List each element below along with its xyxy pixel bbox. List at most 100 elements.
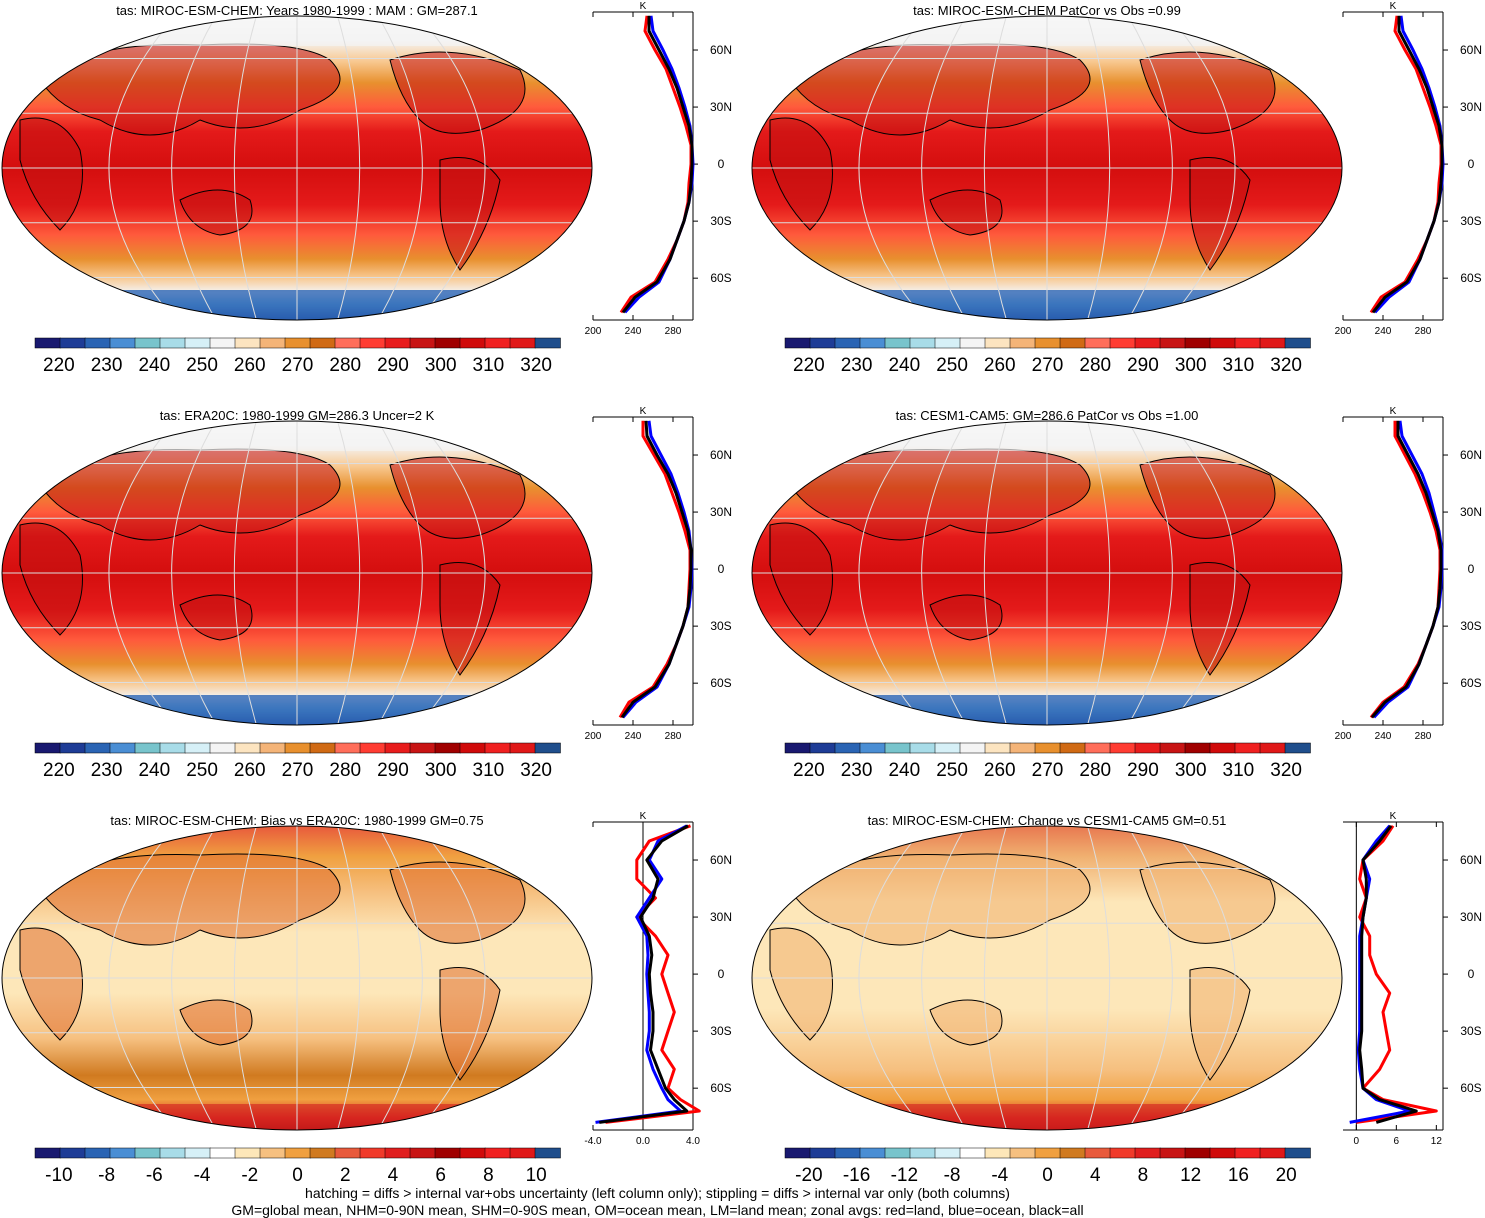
colorbar-swatch <box>359 337 386 349</box>
colorbar-swatch <box>409 742 436 754</box>
profile-lat-label: 0 <box>718 967 725 981</box>
profile-series-ocean <box>1349 824 1412 1124</box>
meridian-line <box>1168 421 1236 725</box>
meridian-line <box>233 421 257 725</box>
colorbar-swatch <box>1284 742 1311 754</box>
profile-lat-label: 30N <box>1460 100 1482 114</box>
profile-lat-label: 0 <box>718 562 725 576</box>
colorbar-swatch <box>1109 1147 1136 1159</box>
colorbar-swatch <box>909 742 936 754</box>
colorbar-swatch <box>834 742 861 754</box>
panel-title: tas: ERA20C: 1980-1999 GM=286.3 Uncer=2 … <box>160 408 435 423</box>
colorbar-swatch <box>1284 337 1311 349</box>
profile-lat-label: 60N <box>710 43 732 57</box>
map-field <box>2 826 592 1130</box>
profile-lat-label: 60S <box>1460 676 1481 690</box>
colorbar-swatch <box>284 1147 311 1159</box>
colorbar-swatch <box>1209 742 1236 754</box>
colorbar-swatch <box>1209 337 1236 349</box>
colorbar-swatch <box>1084 1147 1111 1159</box>
meridian-line <box>1127 826 1173 1130</box>
continent-3 <box>179 594 253 641</box>
colorbar-swatch <box>1159 742 1186 754</box>
colorbar-tick-label: 320 <box>1270 355 1302 376</box>
colorbar-tick-label: 270 <box>1032 760 1064 781</box>
colorbar-tick-label: 230 <box>91 760 123 781</box>
profile-x-tick-label: 12 <box>1431 1136 1443 1147</box>
colorbar-swatch <box>159 337 186 349</box>
colorbar-swatch <box>434 742 461 754</box>
colorbar-tick-label: 8 <box>1138 1165 1149 1186</box>
colorbar-tick-label: -12 <box>891 1165 918 1186</box>
profile-lat-label: 0 <box>1468 967 1475 981</box>
colorbar-tick-label: 310 <box>473 355 505 376</box>
colorbar-swatch <box>184 742 211 754</box>
colorbar-swatch <box>509 337 536 349</box>
colorbar-swatch <box>34 1147 61 1159</box>
colorbar-tick-label: 320 <box>520 355 552 376</box>
colorbar-swatch <box>934 742 961 754</box>
colorbar-swatch <box>984 1147 1011 1159</box>
meridian-line <box>418 16 486 320</box>
profile-x-tick-label: -4.0 <box>584 1136 602 1147</box>
colorbar-swatch <box>809 337 836 349</box>
meridian-line <box>337 826 361 1130</box>
continent-5 <box>439 967 501 1081</box>
panel-title: tas: MIROC-ESM-CHEM: Bias vs ERA20C: 198… <box>110 813 483 828</box>
colorbar-swatch <box>1109 742 1136 754</box>
colorbar-swatch <box>209 1147 236 1159</box>
profile-lat-label: 60N <box>710 853 732 867</box>
continent-3 <box>179 189 253 236</box>
continent-5 <box>1189 967 1251 1081</box>
profile-x-tick-label: 240 <box>1375 326 1392 337</box>
profile-x-tick-label: 280 <box>1415 326 1432 337</box>
colorbar-swatch <box>59 337 86 349</box>
panel-6: tas: MIROC-ESM-CHEM: Change vs CESM1-CAM… <box>751 811 1482 1186</box>
colorbar-swatch <box>1159 337 1186 349</box>
colorbar-swatch <box>1159 1147 1186 1159</box>
continent-1 <box>39 853 341 946</box>
profile-series-land <box>1369 15 1443 314</box>
panel-2: tas: MIROC-ESM-CHEM PatCor vs Obs =0.99 2… <box>751 1 1482 376</box>
meridian-line <box>858 16 926 320</box>
profile-series-ocean <box>1373 15 1445 314</box>
continent-2 <box>19 117 83 231</box>
profile-lat-label: 60S <box>710 1081 731 1095</box>
colorbar-swatch <box>309 337 336 349</box>
profile-series-land <box>1356 824 1438 1124</box>
profile-series-land <box>618 420 692 719</box>
colorbar-swatch <box>334 1147 361 1159</box>
meridian-line <box>983 826 1007 1130</box>
panel-title: tas: MIROC-ESM-CHEM: Years 1980-1999 : M… <box>116 3 478 18</box>
meridian-line <box>108 421 176 725</box>
profile-lat-label: 30S <box>1460 1024 1481 1038</box>
colorbar-swatch <box>234 337 261 349</box>
profile-lat-label: 30N <box>1460 910 1482 924</box>
continent-2 <box>769 522 833 636</box>
colorbar-tick-label: 250 <box>186 355 218 376</box>
profile-series-ocean <box>595 824 688 1124</box>
colorbar-swatch <box>1234 337 1261 349</box>
colorbar-tick-label: 290 <box>1127 760 1159 781</box>
colorbar-swatch <box>59 742 86 754</box>
colorbar-swatch <box>1034 1147 1061 1159</box>
colorbar-tick-label: -8 <box>98 1165 115 1186</box>
colorbar-swatch <box>359 742 386 754</box>
colorbar-swatch <box>184 337 211 349</box>
colorbar-swatch <box>534 1147 561 1159</box>
colorbar-tick-label: 310 <box>1223 760 1255 781</box>
profile-lat-label: 60S <box>710 676 731 690</box>
colorbar-tick-label: -16 <box>843 1165 870 1186</box>
colorbar-swatch <box>84 337 111 349</box>
map-border <box>1 825 593 1131</box>
profile-series-land <box>1369 420 1442 719</box>
meridian-line <box>1087 16 1111 320</box>
meridian-line <box>983 16 1007 320</box>
colorbar-swatch <box>1059 1147 1086 1159</box>
colorbar-tick-label: 270 <box>282 760 314 781</box>
meridian-line <box>337 16 361 320</box>
panel-4: tas: CESM1-CAM5: GM=286.6 PatCor vs Obs … <box>751 406 1482 781</box>
colorbar-tick-label: 290 <box>377 760 409 781</box>
profile-lat-label: 30N <box>710 100 732 114</box>
meridian-line <box>377 16 423 320</box>
